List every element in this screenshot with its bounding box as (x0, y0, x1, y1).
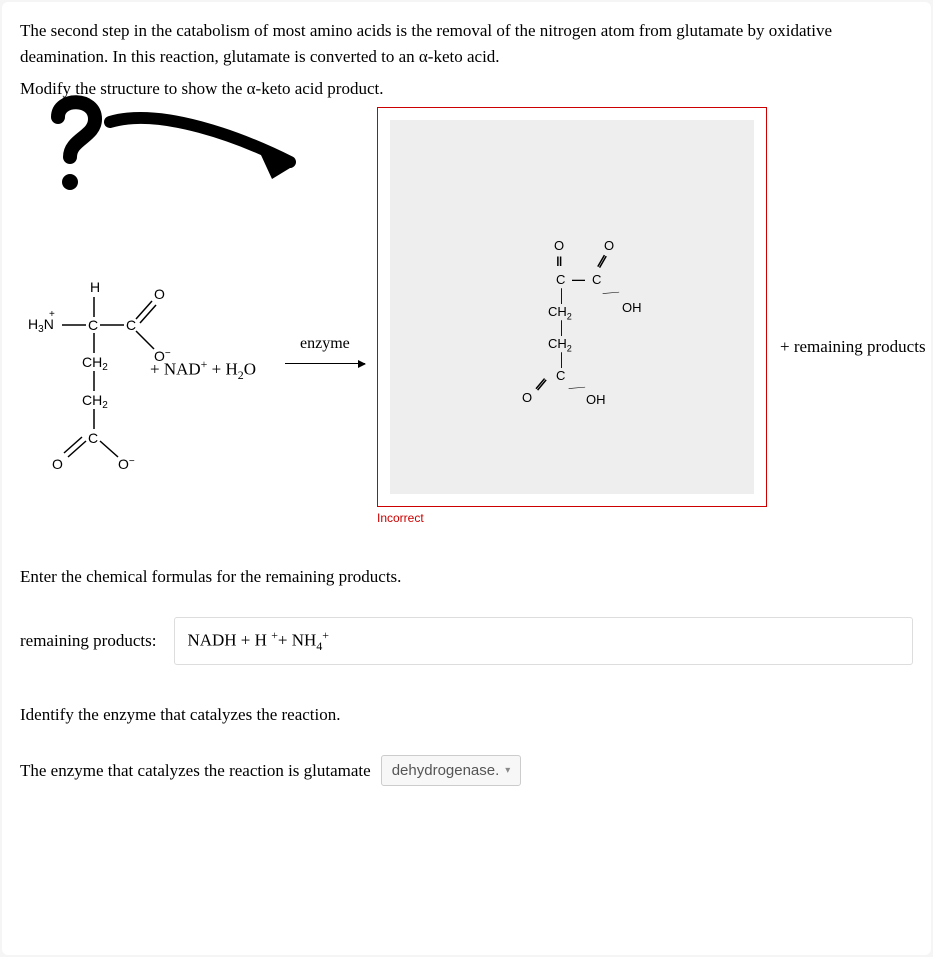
bond-label: — (572, 272, 585, 287)
question-prompt-3: Enter the chemical formulas for the rema… (20, 567, 913, 587)
reaction-arrow-icon (285, 363, 365, 364)
atom-label: CH2 (82, 354, 108, 373)
atom-label: O (554, 238, 564, 253)
atom-label: CH2 (548, 304, 572, 322)
atom-label: C (88, 430, 98, 446)
reagents-text: + NAD+ + H2O (150, 357, 256, 383)
structure-editor[interactable]: O ‖ C — C O ∥ ＼ OH │ CH2 │ CH2 │ C ∥ O ＼… (377, 107, 767, 507)
atom-label: CH2 (82, 392, 108, 411)
enzyme-dropdown[interactable]: dehydrogenase. ▾ (381, 755, 522, 786)
atom-label: OH (622, 300, 642, 315)
atom-label: C (556, 368, 565, 383)
enzyme-answer-row: The enzyme that catalyzes the reaction i… (20, 755, 913, 786)
enzyme-over-arrow: enzyme (300, 335, 350, 353)
atom-label: O (154, 286, 165, 302)
remaining-products-label: remaining products: (20, 631, 156, 651)
structure-canvas[interactable]: O ‖ C — C O ∥ ＼ OH │ CH2 │ CH2 │ C ∥ O ＼… (390, 120, 754, 494)
atom-label: H (90, 279, 100, 295)
chevron-down-icon: ▾ (505, 765, 510, 776)
atom-label: O (52, 456, 63, 472)
bond-label: │ (558, 288, 566, 303)
enzyme-sentence: The enzyme that catalyzes the reaction i… (20, 761, 371, 781)
annotation-arrow-icon (40, 87, 320, 217)
atom-label: C (556, 272, 565, 287)
feedback-incorrect: Incorrect (377, 511, 424, 525)
bond-label: ∥ (595, 252, 609, 269)
atom-label: C (88, 317, 98, 333)
bond-label: │ (558, 320, 566, 335)
bond-label: │ (558, 352, 566, 367)
question-prompt-4: Identify the enzyme that catalyzes the r… (20, 705, 913, 725)
bond-label: ＼ (565, 376, 588, 398)
atom-label: CH2 (548, 336, 572, 354)
atom-label: C (126, 317, 136, 333)
enzyme-dropdown-value: dehydrogenase. (392, 762, 500, 779)
bond-label: ∥ (534, 376, 549, 392)
bond-label: ＼ (599, 281, 622, 303)
question-prompt-1: The second step in the catabolism of mos… (20, 18, 913, 69)
atom-label: OH (586, 392, 606, 407)
atom-label: O− (118, 456, 135, 472)
atom-label: C (592, 272, 601, 287)
question-card: The second step in the catabolism of mos… (2, 2, 931, 955)
bond-label: ‖ (556, 254, 562, 269)
atom-label: O (604, 238, 614, 253)
remaining-products-input[interactable]: NADH + H ++ NH4+ (174, 617, 913, 665)
remaining-products-row: remaining products: NADH + H ++ NH4+ (20, 617, 913, 665)
plus-remaining-text: + remaining products (780, 337, 926, 357)
atom-label: O (522, 390, 532, 405)
charge-label: + (49, 309, 55, 320)
reaction-area: H H3N + C C O O− CH2 CH2 C O (20, 107, 913, 537)
